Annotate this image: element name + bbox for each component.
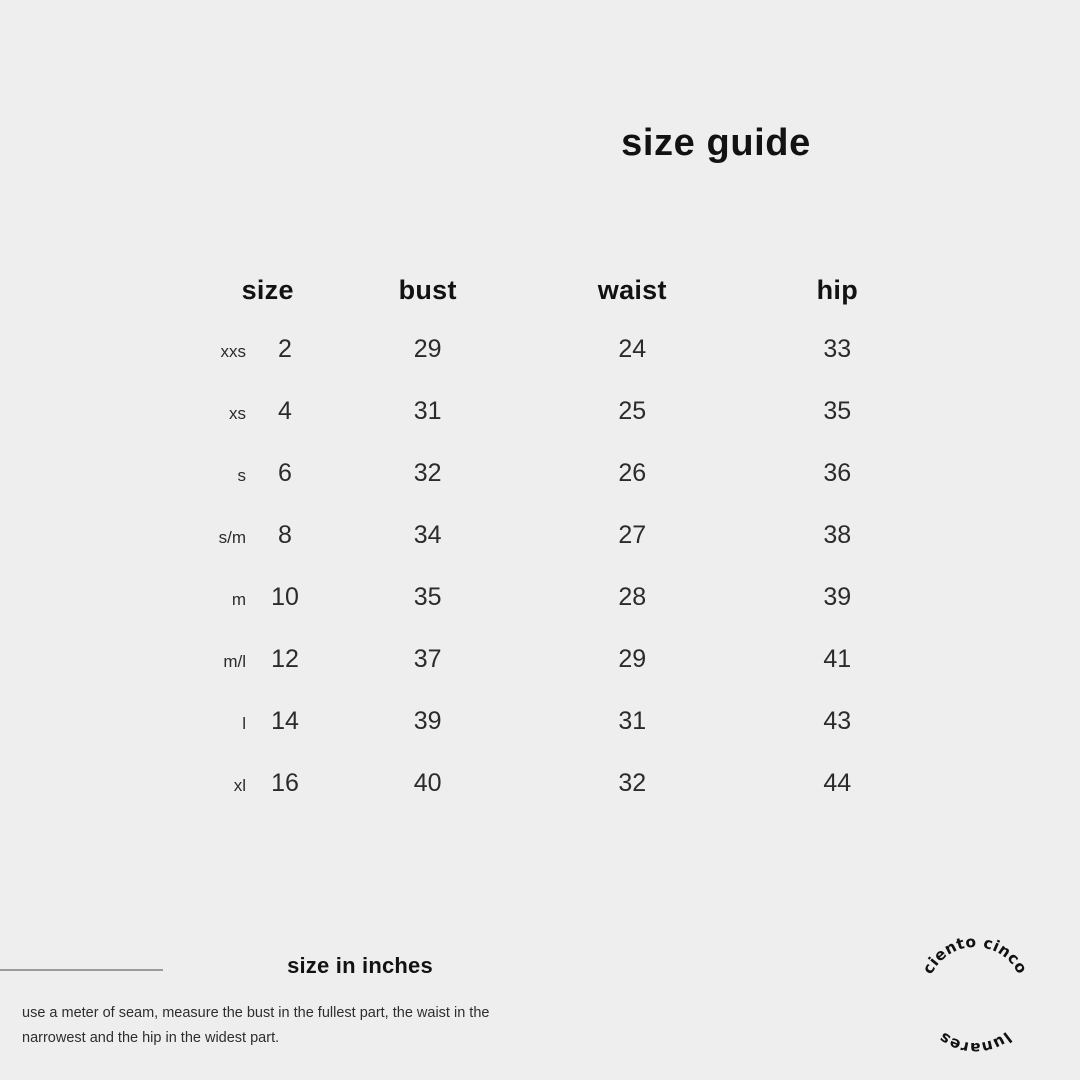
table-row: xl 16 40 32 44 — [150, 752, 940, 814]
logo-text-bottom: lunares — [936, 1028, 1015, 1057]
column-header-bust: bust — [398, 275, 457, 305]
size-number: 8 — [278, 520, 292, 549]
size-number: 16 — [271, 768, 299, 797]
size-number: 4 — [278, 396, 292, 425]
footer-divider — [0, 969, 163, 971]
cell-hip: 41 — [823, 644, 852, 673]
page-title: size guide — [621, 122, 811, 164]
cell-hip: 33 — [823, 334, 852, 363]
cell-hip: 39 — [823, 582, 852, 611]
size-label: l — [242, 713, 246, 733]
table-row: m 10 35 28 39 — [150, 566, 940, 628]
size-number: 14 — [271, 706, 299, 735]
cell-waist: 31 — [618, 706, 647, 735]
cell-size: xs 4 — [150, 380, 325, 442]
cell-bust: 40 — [413, 768, 442, 797]
logo-arc-top: ciento cinco — [919, 933, 1031, 977]
cell-size: m 10 — [150, 566, 325, 628]
table-row: xs 4 31 25 35 — [150, 380, 940, 442]
size-label: xxs — [220, 341, 247, 361]
size-label: s — [237, 465, 247, 485]
cell-waist: 29 — [618, 644, 647, 673]
column-header-hip: hip — [816, 275, 858, 305]
cell-size: m/l 12 — [150, 628, 325, 690]
table-body: xxs 2 29 24 33 xs 4 31 25 35 s 6 32 26 36 s/m 8 34 27 38 m 10… — [150, 318, 940, 814]
table-row: l 14 39 31 43 — [150, 690, 940, 752]
size-number: 12 — [271, 644, 299, 673]
cell-hip: 43 — [823, 706, 852, 735]
table-row: xxs 2 29 24 33 — [150, 318, 940, 380]
brand-logo: ciento cinco lunares — [905, 925, 1045, 1065]
size-label: m/l — [223, 651, 246, 671]
size-table: size bust waist hip xxs 2 29 24 33 xs 4 31 25 35 s… — [150, 275, 940, 814]
table-row: s 6 32 26 36 — [150, 442, 940, 504]
cell-size: xl 16 — [150, 752, 325, 814]
cell-waist: 24 — [618, 334, 647, 363]
measurement-instructions: use a meter of seam, measure the bust in… — [22, 1005, 490, 1046]
footer-heading: size in inches — [287, 953, 433, 978]
cell-hip: 38 — [823, 520, 852, 549]
cell-bust: 32 — [413, 458, 442, 487]
logo-arc-bottom: lunares — [936, 1028, 1015, 1057]
column-header-waist: waist — [597, 275, 667, 305]
cell-waist: 25 — [618, 396, 647, 425]
cell-waist: 27 — [618, 520, 647, 549]
cell-waist: 28 — [618, 582, 647, 611]
column-header-size: size — [241, 275, 294, 305]
cell-size: s/m 8 — [150, 504, 325, 566]
logo-text-top: ciento cinco — [919, 933, 1031, 977]
size-number: 6 — [278, 458, 292, 487]
size-label: m — [231, 589, 246, 609]
cell-bust: 29 — [413, 334, 442, 363]
cell-waist: 26 — [618, 458, 647, 487]
table-header: size bust waist hip — [150, 275, 940, 318]
size-label: s/m — [218, 527, 246, 547]
cell-waist: 32 — [618, 768, 647, 797]
size-chart-table: size bust waist hip xxs 2 29 24 33 xs 4 31 25 35 s… — [150, 275, 940, 814]
cell-hip: 36 — [823, 458, 852, 487]
size-number: 2 — [278, 334, 292, 363]
cell-bust: 31 — [413, 396, 442, 425]
cell-size: xxs 2 — [150, 318, 325, 380]
cell-size: l 14 — [150, 690, 325, 752]
cell-bust: 35 — [413, 582, 442, 611]
size-label: xs — [229, 403, 246, 423]
cell-hip: 44 — [823, 768, 852, 797]
table-row: s/m 8 34 27 38 — [150, 504, 940, 566]
cell-bust: 39 — [413, 706, 442, 735]
cell-bust: 34 — [413, 520, 442, 549]
size-label: xl — [233, 775, 246, 795]
cell-bust: 37 — [413, 644, 442, 673]
brand-logo-circular-text: ciento cinco lunares — [919, 933, 1031, 1057]
table-row: m/l 12 37 29 41 — [150, 628, 940, 690]
size-number: 10 — [271, 582, 299, 611]
table-header-row: size bust waist hip — [150, 275, 940, 318]
cell-hip: 35 — [823, 396, 852, 425]
